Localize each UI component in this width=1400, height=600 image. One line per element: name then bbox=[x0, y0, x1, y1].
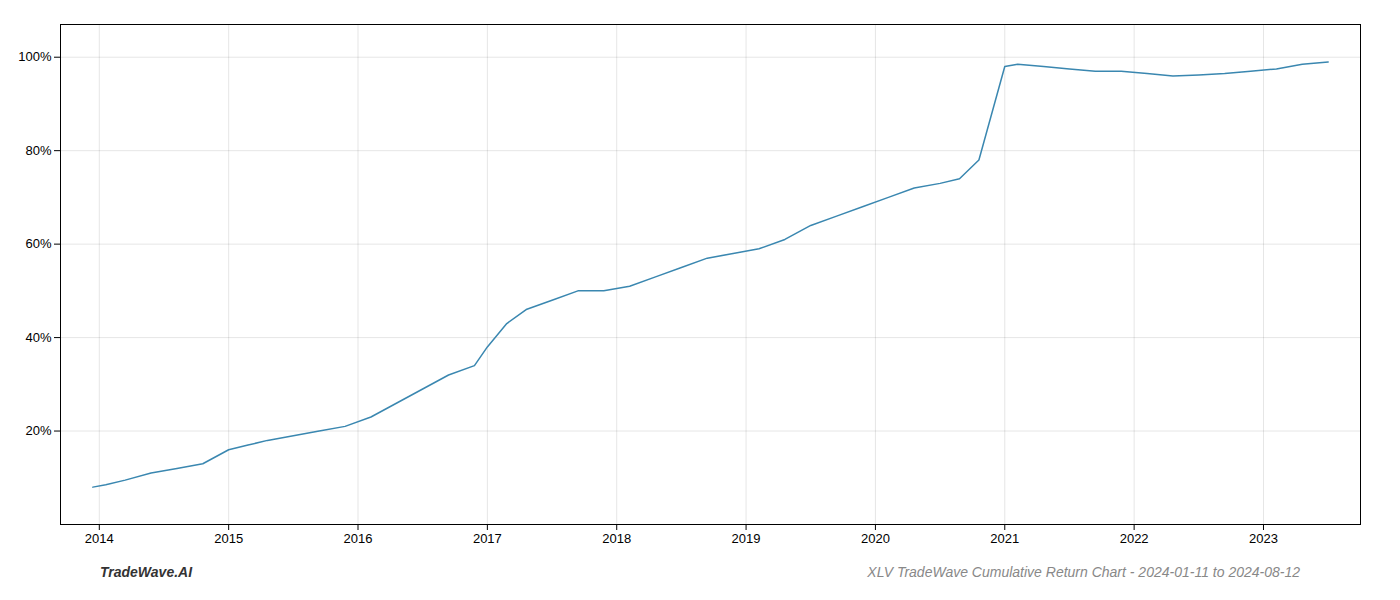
svg-text:80%: 80% bbox=[25, 143, 51, 158]
svg-text:2018: 2018 bbox=[602, 531, 631, 546]
svg-text:2014: 2014 bbox=[85, 531, 114, 546]
svg-text:2020: 2020 bbox=[861, 531, 890, 546]
svg-text:2022: 2022 bbox=[1120, 531, 1149, 546]
svg-text:100%: 100% bbox=[18, 49, 52, 64]
html-text:XLV TradeWave Cumulative Retur: XLV TradeWave Cumulative Return Chart - … bbox=[867, 564, 1300, 580]
svg-text:2015: 2015 bbox=[214, 531, 243, 546]
svg-text:2023: 2023 bbox=[1249, 531, 1278, 546]
html-text:TradeWave.AI: TradeWave.AI bbox=[100, 564, 193, 580]
svg-text:60%: 60% bbox=[25, 236, 51, 251]
svg-text:20%: 20% bbox=[25, 423, 51, 438]
svg-text:2019: 2019 bbox=[732, 531, 761, 546]
svg-text:2017: 2017 bbox=[473, 531, 502, 546]
svg-text:40%: 40% bbox=[25, 330, 51, 345]
svg-text:2016: 2016 bbox=[344, 531, 373, 546]
svg-text:2021: 2021 bbox=[990, 531, 1019, 546]
